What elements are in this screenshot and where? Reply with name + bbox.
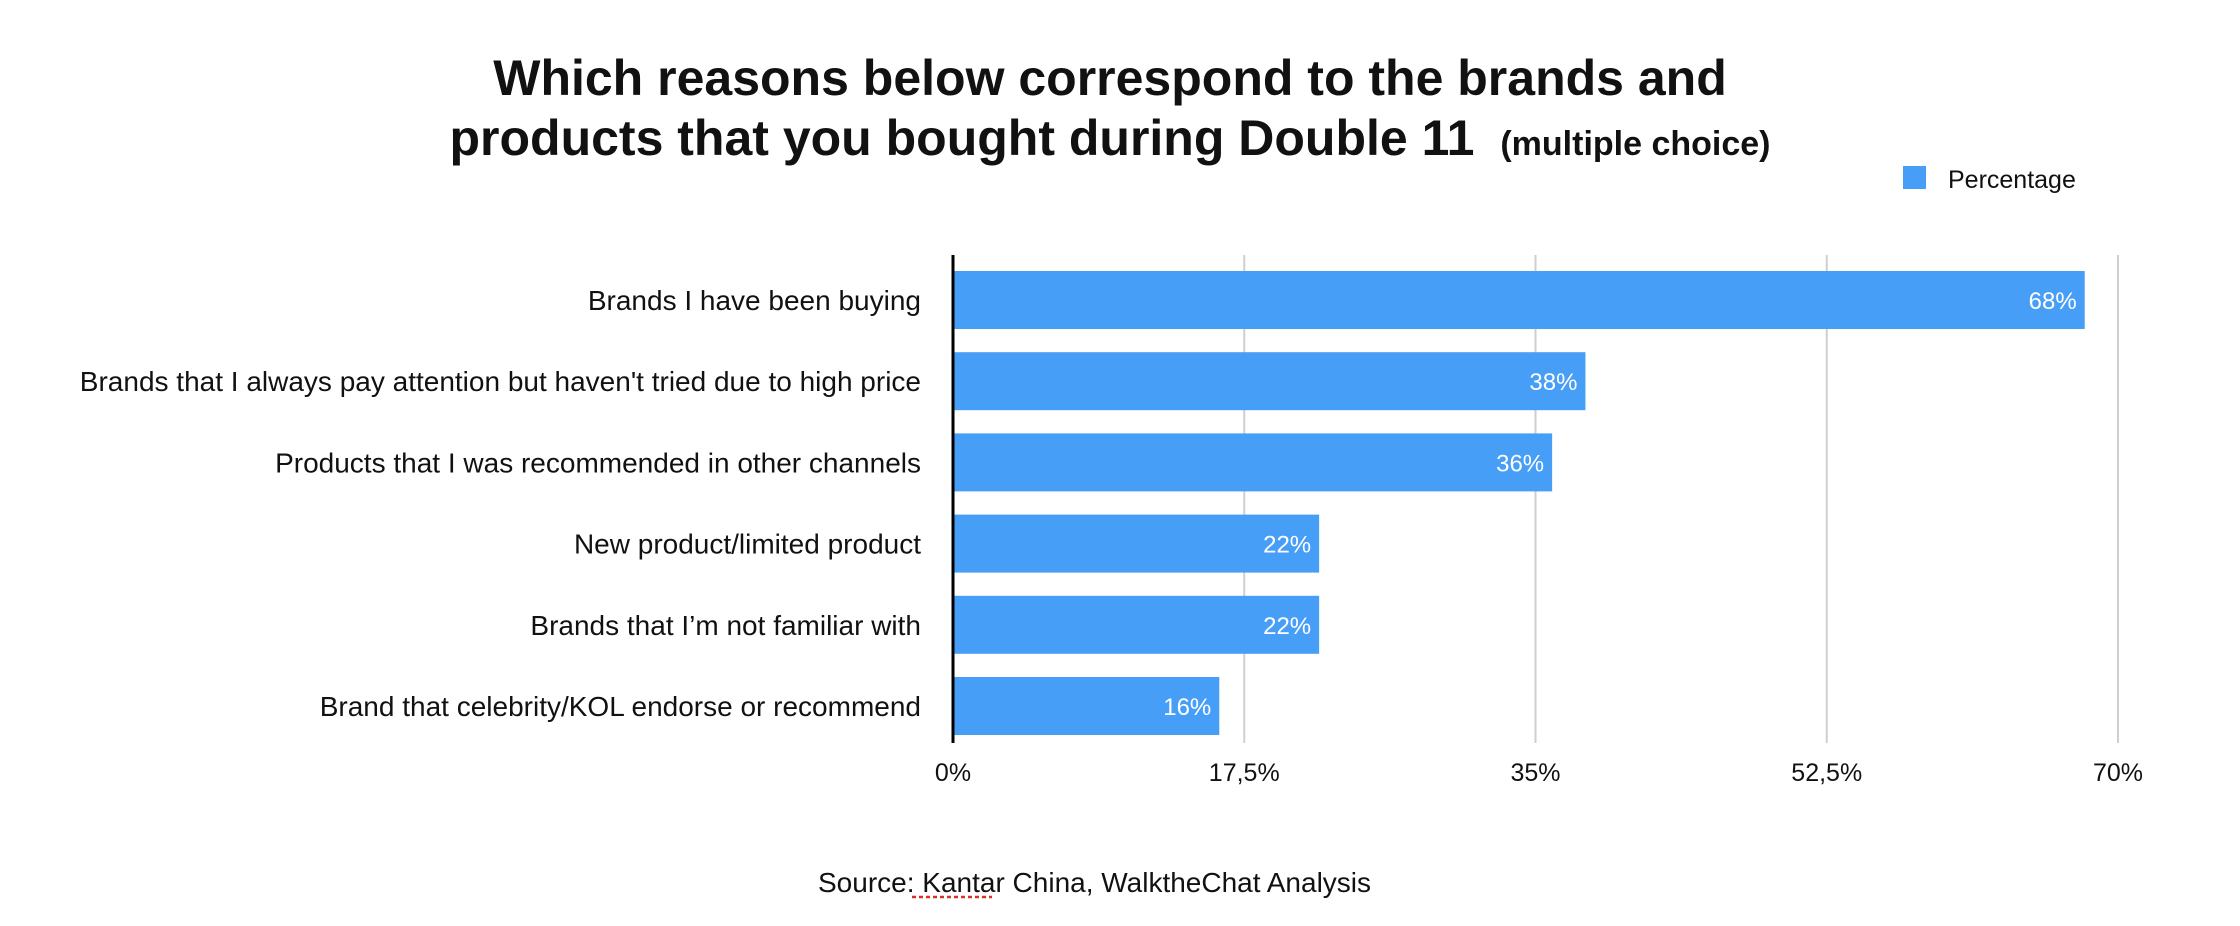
category-label: New product/limited product [574, 529, 921, 560]
chart-title-line-1: Which reasons below correspond to the br… [493, 50, 1727, 106]
bar [953, 677, 1220, 735]
chart-title-suffix: (multiple choice) [1500, 125, 1770, 163]
legend-swatch [1903, 166, 1926, 189]
x-tick-label: 52,5% [1791, 759, 1862, 787]
bar [953, 595, 1320, 654]
gridlines [1243, 255, 2119, 743]
x-tick-label: 70% [2093, 759, 2143, 787]
chart-title-line-2: products that you bought during Double 1… [450, 110, 1771, 166]
data-label: 22% [1263, 613, 1311, 640]
x-tick-label: 0% [935, 759, 971, 787]
x-tick-label: 35% [1510, 759, 1560, 787]
data-label: 36% [1496, 450, 1544, 477]
legend-label: Percentage [1948, 166, 2076, 194]
chart-title-line-2-main: products that you bought during Double 1… [450, 110, 1475, 166]
source-note: Source: Kantar China, WalktheChat Analys… [818, 867, 1371, 898]
data-label: 16% [1163, 694, 1211, 721]
x-axis-ticks: 0% 17,5% 35% 52,5% 70% [935, 759, 2143, 787]
data-label: 38% [1529, 369, 1577, 396]
category-labels: Brands I have been buying Brands that I a… [80, 285, 921, 722]
bar [953, 271, 2085, 329]
data-label: 68% [2029, 288, 2077, 315]
data-label: 22% [1263, 532, 1311, 559]
category-label: Brands that I always pay attention but h… [80, 366, 921, 397]
bar [953, 352, 1586, 411]
category-label: Brands I have been buying [588, 285, 921, 316]
bar [953, 433, 1553, 492]
category-label: Brand that celebrity/KOL endorse or reco… [320, 691, 921, 722]
category-label: Brands that I’m not familiar with [530, 610, 921, 641]
bar [953, 514, 1320, 573]
legend: Percentage [1903, 166, 2076, 194]
category-label: Products that I was recommended in other… [275, 447, 921, 478]
data-labels: 68% 38% 36% 22% 22% 16% [1163, 288, 2076, 721]
bars [953, 271, 2085, 735]
x-tick-label: 17,5% [1209, 759, 1280, 787]
